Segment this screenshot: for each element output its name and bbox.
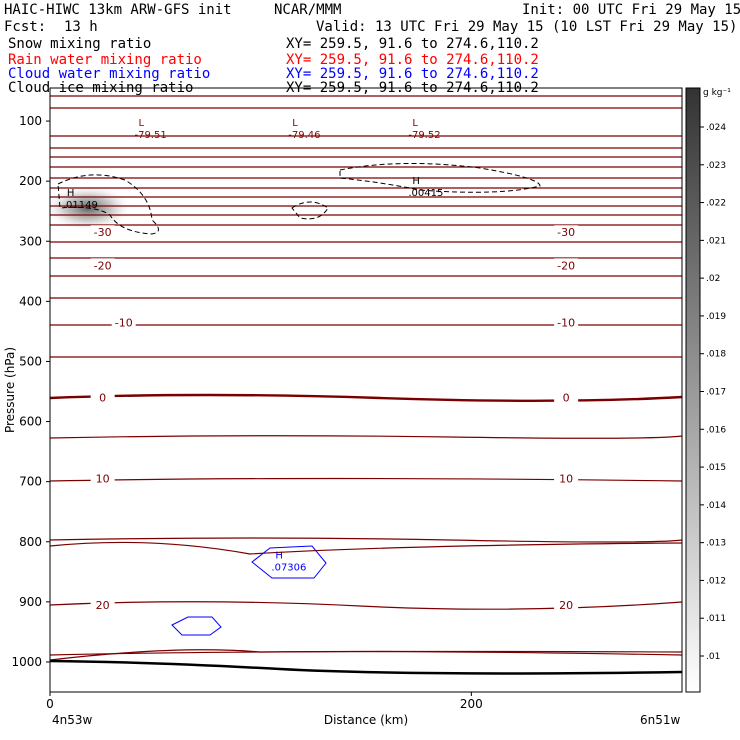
colorbar-tick-label: .017: [706, 388, 726, 398]
colorbar: [685, 87, 701, 693]
temperature-label: -20: [557, 259, 575, 272]
colorbar-tick-label: .013: [706, 539, 726, 549]
field-name-snow: Snow mixing ratio: [8, 36, 152, 52]
y-axis-title: Pressure (hPa): [3, 347, 17, 433]
extremum-value: -79.46: [288, 130, 320, 141]
temperature-labels: -30 -30 -20 -20 -10 -10 0 0 10 10 20 20: [90, 225, 579, 612]
temperature-label-bg: [554, 390, 579, 403]
field-name-cloud-water: Cloud water mixing ratio: [8, 66, 211, 82]
temperature-label-bg: [554, 471, 579, 484]
field-xy-snow: XY= 259.5, 91.6 to 274.6,110.2: [286, 36, 539, 52]
extremum-kind: L: [138, 118, 144, 129]
field-xy-rain: XY= 259.5, 91.6 to 274.6,110.2: [286, 52, 539, 68]
x-tick-label: 200: [460, 697, 483, 711]
temperature-label-bg: [554, 597, 579, 610]
field-name-rain: Rain water mixing ratio: [8, 52, 202, 68]
init-time: Init: 00 UTC Fri 29 May 15: [522, 2, 740, 18]
colorbar-tick-label: .015: [706, 463, 726, 473]
temperature-label-bg: [90, 258, 115, 271]
y-tick-label: 1000: [11, 655, 42, 669]
valid-time: Valid: 13 UTC Fri 29 May 15 (10 LST Fri …: [316, 19, 738, 35]
y-axis: 100 200 300 400 500 600 700 800 900 1000: [11, 114, 50, 669]
forecast-value: 13 h: [64, 19, 98, 35]
x-axis-title: Distance (km): [324, 713, 408, 727]
extrema-labels: L-79.51L-79.46L-79.52H.01149H.00415H.073…: [63, 118, 443, 574]
colorbar-tick-label: .021: [706, 236, 726, 246]
y-tick-label: 200: [19, 174, 42, 188]
temperature-label: 10: [559, 473, 573, 486]
x-tick-label: 0: [46, 697, 54, 711]
colorbar-tick-label: .022: [706, 199, 726, 209]
x-axis: 0 200: [46, 692, 483, 711]
colorbar-tick-label: .018: [706, 350, 726, 360]
extremum-kind: H: [67, 188, 75, 199]
y-tick-label: 900: [19, 595, 42, 609]
colorbar-tick-label: .014: [706, 501, 726, 511]
temperature-label-bg: [90, 225, 115, 238]
colorbar-tick-label: .012: [706, 576, 726, 586]
temperature-label: 0: [99, 392, 106, 405]
temperature-label-bg: [554, 258, 579, 271]
snow-contours: [57, 162, 541, 235]
title-left: HAIC-HIWC 13km ARW-GFS init: [4, 2, 232, 18]
temperature-label: 10: [96, 473, 110, 486]
field-xy-cloud-water: XY= 259.5, 91.6 to 274.6,110.2: [286, 66, 539, 82]
colorbar-tick-label: .02: [706, 274, 720, 284]
x-end-location: 6n51w: [640, 713, 681, 727]
cloud-water-contours: [171, 545, 327, 636]
extremum-value: .01149: [63, 200, 98, 211]
colorbar-ticks: .01 .011 .012 .013 .014 .015 .016 .017 .018 .019.…: [700, 123, 726, 662]
colorbar-tick-label: .01: [706, 652, 720, 662]
temperature-label-bg: [90, 390, 115, 403]
y-tick-label: 600: [19, 415, 42, 429]
extremum-kind: H: [412, 176, 420, 187]
temperature-label: -30: [94, 226, 112, 239]
temperature-label: -10: [115, 316, 133, 329]
extremum-kind: H: [275, 551, 283, 562]
y-tick-label: 100: [19, 114, 42, 128]
y-tick-label: 800: [19, 535, 42, 549]
extremum-value: -79.52: [408, 130, 440, 141]
temperature-label-bg: [554, 225, 579, 238]
temperature-label: 20: [559, 599, 573, 612]
temperature-label-bg: [90, 471, 115, 484]
temperature-label-bg: [90, 597, 115, 610]
colorbar-tick-label: .016: [706, 425, 726, 435]
y-tick-label: 400: [19, 294, 42, 308]
isotherm-lines: [49, 95, 683, 661]
colorbar-tick-label: .024: [706, 123, 726, 133]
temperature-label: -10: [557, 316, 575, 329]
temperature-label-bg: [111, 315, 136, 328]
temperature-label-bg: [554, 315, 579, 328]
colorbar-tick-label: .011: [706, 614, 726, 624]
temperature-label: 20: [96, 599, 110, 612]
plot-frame: [49, 87, 683, 693]
colorbar-tick-label: .019: [706, 312, 726, 322]
extremum-value: .07306: [271, 563, 306, 574]
temperature-label: -30: [557, 226, 575, 239]
y-tick-label: 300: [19, 234, 42, 248]
title-org: NCAR/MMM: [274, 2, 342, 18]
x-start-location: 4n53w: [52, 713, 93, 727]
y-tick-label: 500: [19, 354, 42, 368]
colorbar-tick-label: .023: [706, 161, 726, 171]
y-tick-label: 700: [19, 475, 42, 489]
extremum-value: -79.51: [134, 130, 166, 141]
forecast-label: Fcst:: [4, 19, 47, 35]
temperature-label: -20: [94, 259, 112, 272]
temperature-label: 0: [563, 392, 570, 405]
extremum-kind: L: [292, 118, 298, 129]
surface-line: [49, 659, 683, 675]
colorbar-unit: g kg⁻¹: [703, 88, 731, 98]
extremum-kind: L: [412, 118, 418, 129]
extremum-value: .00415: [408, 188, 443, 199]
